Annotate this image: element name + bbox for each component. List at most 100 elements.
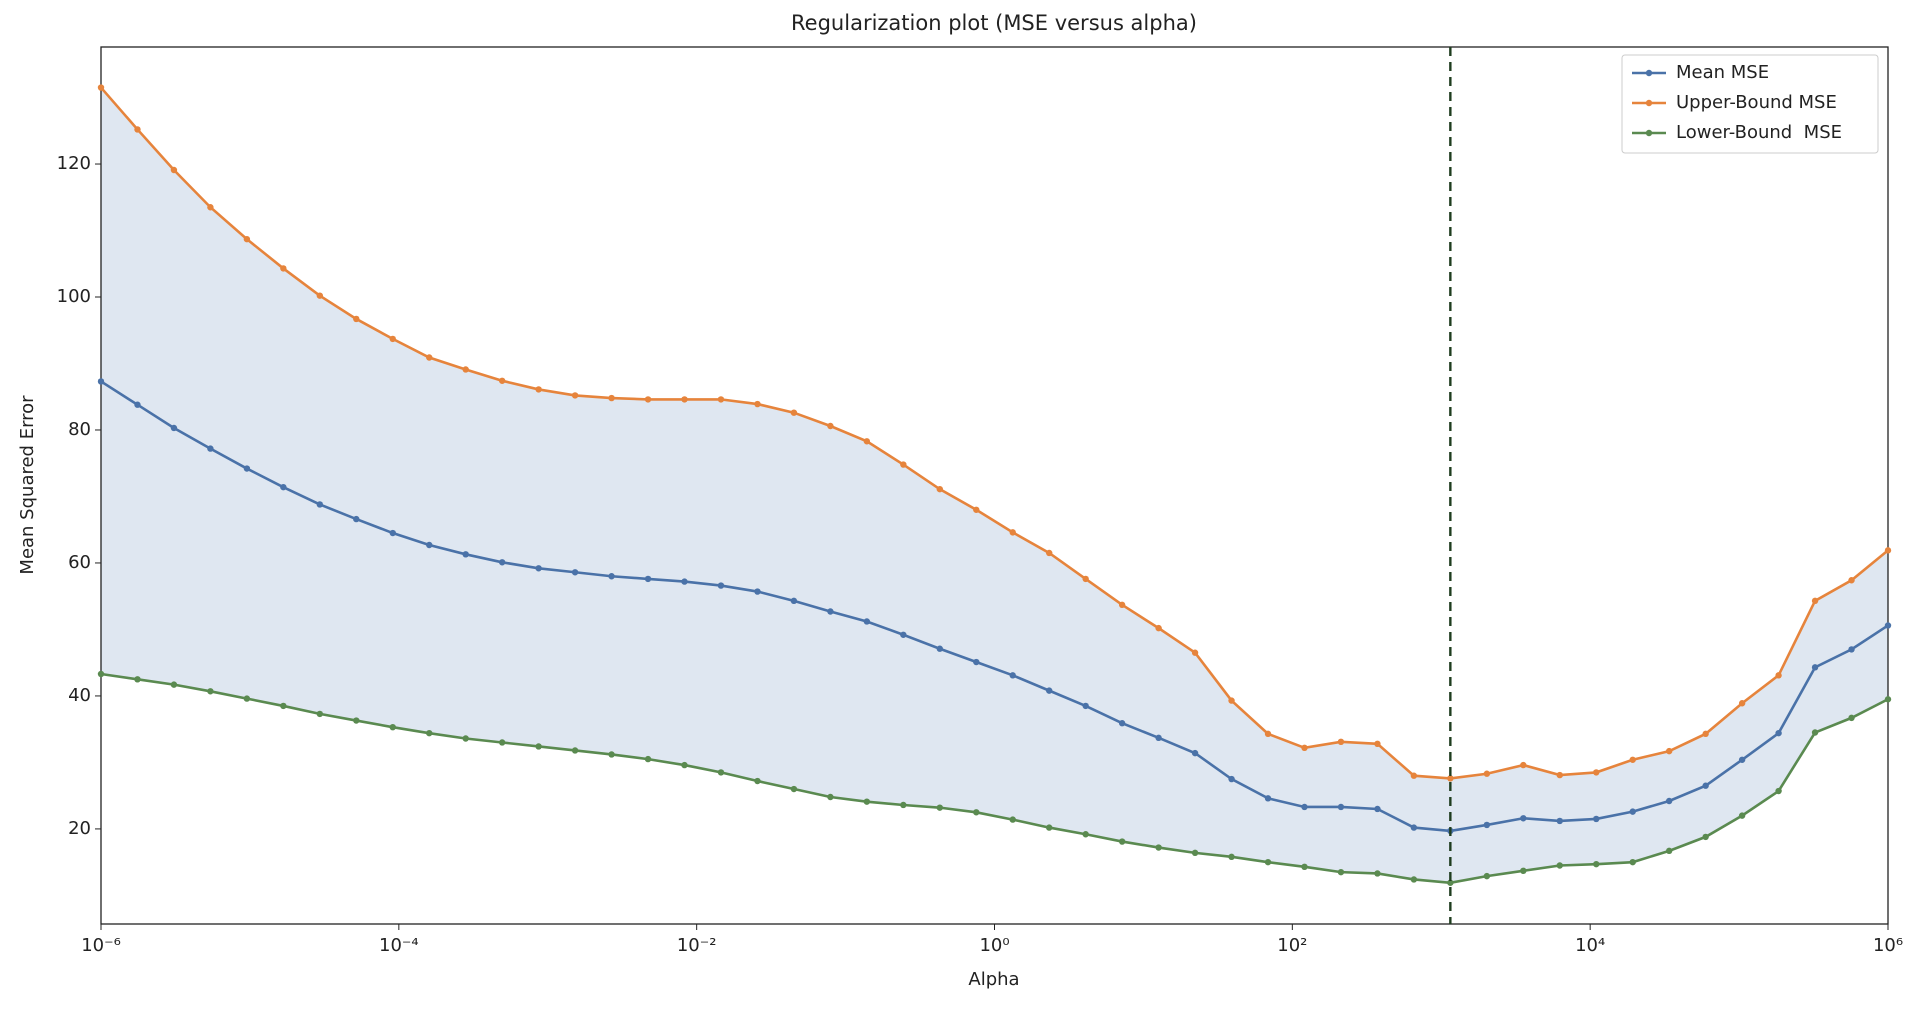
point <box>1483 821 1491 829</box>
point <box>827 608 834 615</box>
point <box>1155 844 1162 851</box>
point <box>1447 879 1454 886</box>
point <box>790 409 798 416</box>
point <box>1118 720 1126 727</box>
point <box>426 729 433 737</box>
point <box>1337 803 1345 811</box>
point <box>1374 870 1381 877</box>
point <box>1738 756 1746 763</box>
line <box>100 380 1889 833</box>
point <box>1264 858 1272 866</box>
point <box>1374 805 1381 813</box>
point <box>571 569 579 576</box>
point <box>207 204 214 211</box>
point <box>1082 831 1089 838</box>
point <box>389 723 396 731</box>
x-tick-label: 10⁶ <box>1873 935 1903 956</box>
point <box>1228 775 1235 783</box>
point <box>1118 838 1126 845</box>
y-tick-label: 120 <box>57 153 91 174</box>
point <box>535 386 542 393</box>
point <box>1301 744 1308 752</box>
x-tick-label: 10⁴ <box>1575 935 1605 956</box>
point <box>1155 624 1162 632</box>
point <box>1848 646 1855 653</box>
point <box>1629 808 1636 815</box>
y-tick-label: 60 <box>68 552 91 573</box>
point <box>1046 824 1053 831</box>
legend-box <box>1621 54 1879 154</box>
point <box>353 315 360 323</box>
point <box>243 695 251 702</box>
point <box>936 645 943 652</box>
point <box>1811 729 1819 736</box>
point <box>608 394 615 402</box>
x-tick-label: 10⁰ <box>979 935 1009 956</box>
point <box>1410 876 1418 883</box>
point <box>1264 795 1272 802</box>
x-tick-label: 10⁻² <box>677 935 717 956</box>
point <box>1301 803 1308 811</box>
legend-label: Upper-Bound MSE <box>1676 92 1837 113</box>
point <box>389 335 396 343</box>
point <box>535 743 542 750</box>
point <box>1410 824 1418 831</box>
point <box>1082 702 1089 710</box>
point <box>827 422 834 430</box>
point <box>462 735 469 742</box>
point <box>1228 697 1235 704</box>
point <box>1009 529 1016 536</box>
point <box>681 396 688 403</box>
point <box>754 400 761 408</box>
point <box>1556 771 1563 779</box>
point <box>1410 772 1418 779</box>
point <box>1848 577 1855 584</box>
legend-label: Lower-Bound MSE <box>1676 122 1842 143</box>
point <box>717 582 725 589</box>
point <box>280 702 287 710</box>
point <box>1811 597 1819 605</box>
legend-marker <box>1645 99 1653 107</box>
point <box>1447 775 1454 782</box>
point <box>97 84 105 91</box>
confidence-band <box>101 87 1888 883</box>
point <box>863 798 871 805</box>
point <box>1483 872 1491 880</box>
point <box>1556 817 1563 825</box>
point <box>1884 622 1892 629</box>
y-tick-label: 20 <box>68 818 91 839</box>
point <box>1702 730 1709 738</box>
point <box>1337 868 1345 876</box>
point <box>462 366 469 373</box>
point <box>1118 601 1126 609</box>
point <box>1593 769 1600 776</box>
chart-title: Regularization plot (MSE versus alpha) <box>791 11 1197 35</box>
point <box>1520 867 1527 875</box>
point <box>863 618 871 625</box>
point <box>644 575 652 583</box>
point <box>1665 747 1673 755</box>
point <box>571 747 579 754</box>
point <box>353 515 360 523</box>
point <box>754 777 761 785</box>
point <box>1009 816 1016 823</box>
point <box>1082 575 1089 583</box>
point <box>936 804 943 811</box>
x-tick-label: 10⁻⁶ <box>81 935 121 956</box>
point <box>973 658 980 666</box>
point <box>207 445 214 452</box>
line <box>100 86 1889 780</box>
point <box>754 588 761 595</box>
point <box>498 739 506 746</box>
point <box>1520 761 1527 769</box>
y-tick-label: 80 <box>68 419 91 440</box>
point <box>644 396 652 403</box>
point <box>1374 740 1381 748</box>
point <box>1884 696 1892 703</box>
point <box>498 559 506 566</box>
point <box>1702 782 1709 789</box>
point <box>900 461 907 468</box>
point <box>1775 787 1782 795</box>
